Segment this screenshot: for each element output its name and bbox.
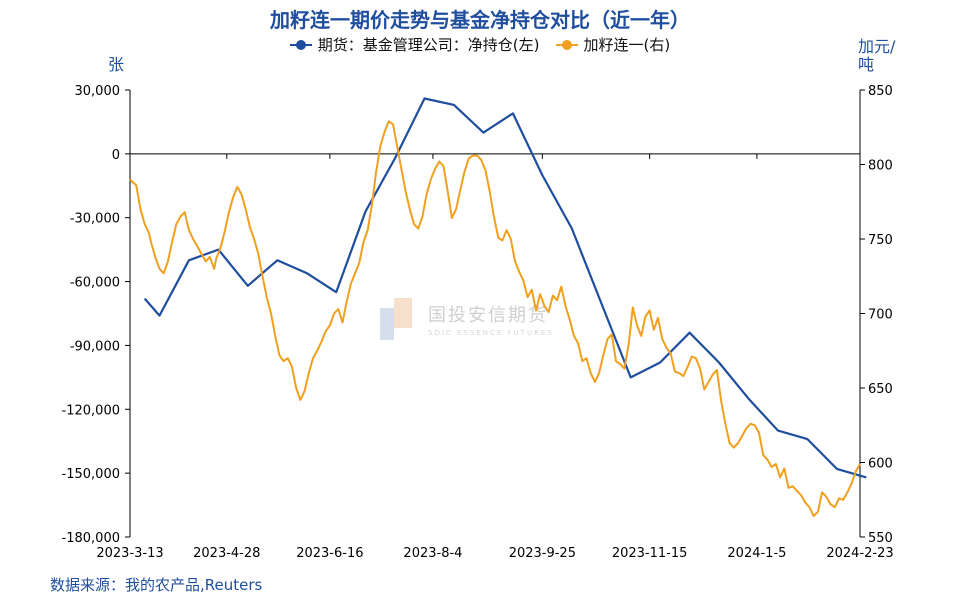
x-tick-label: 2023-3-13 [96,546,163,561]
data-source: 数据来源：我的农产品,Reuters [50,576,263,594]
series-line-canola-price [129,120,861,518]
x-tick-label: 2023-4-28 [193,546,260,561]
legend-item-net-position: 期货：基金管理公司：净持仓(左) [289,34,540,55]
left-axis-unit: 张 [108,55,125,74]
legend-swatch-net-position [289,39,312,50]
legend-label-canola-price: 加籽连一(右) [583,36,671,54]
watermark: 国投安信期货 SDIC ESSENCE FUTURES [380,298,554,340]
chart-legend: 期货：基金管理公司：净持仓(左) 加籽连一(右) [0,34,960,55]
right-tick-label: 800 [868,159,893,174]
x-tick-label: 2023-11-15 [612,546,688,561]
x-tick-label: 2023-9-25 [509,546,576,561]
x-tick-label: 2024-2-23 [826,546,893,561]
right-tick-label: 650 [868,382,893,397]
x-tick-label: 2023-8-4 [403,546,462,561]
left-tick-label: 30,000 [75,84,121,99]
left-tick-label: -90,000 [70,339,120,354]
watermark-logo-icon [380,298,412,340]
right-tick-label: 550 [868,531,893,546]
x-tick-label: 2024-1-5 [727,546,786,561]
left-tick-label: -180,000 [62,531,120,546]
watermark-subtext: SDIC ESSENCE FUTURES [428,329,554,337]
right-tick-label: 600 [868,457,893,472]
right-tick-label: 850 [868,84,893,99]
legend-label-net-position: 期货：基金管理公司：净持仓(左) [317,36,540,54]
chart-title: 加籽连一期价走势与基金净持仓对比（近一年） [270,8,690,32]
series-line-net-position [143,97,867,479]
watermark-text: 国投安信期货 [428,305,548,326]
left-tick-label: -150,000 [62,467,120,482]
left-tick-label: -30,000 [70,212,120,227]
right-tick-label: 750 [868,233,893,248]
legend-item-canola-price: 加籽连一(右) [555,34,671,55]
left-tick-label: -60,000 [70,276,120,291]
left-tick-label: -120,000 [62,403,120,418]
right-tick-label: 700 [868,308,893,323]
right-axis-unit: 加元/吨 [858,37,896,74]
x-tick-label: 2023-6-16 [296,546,363,561]
left-tick-label: 0 [112,148,120,163]
legend-swatch-canola-price [555,39,578,50]
